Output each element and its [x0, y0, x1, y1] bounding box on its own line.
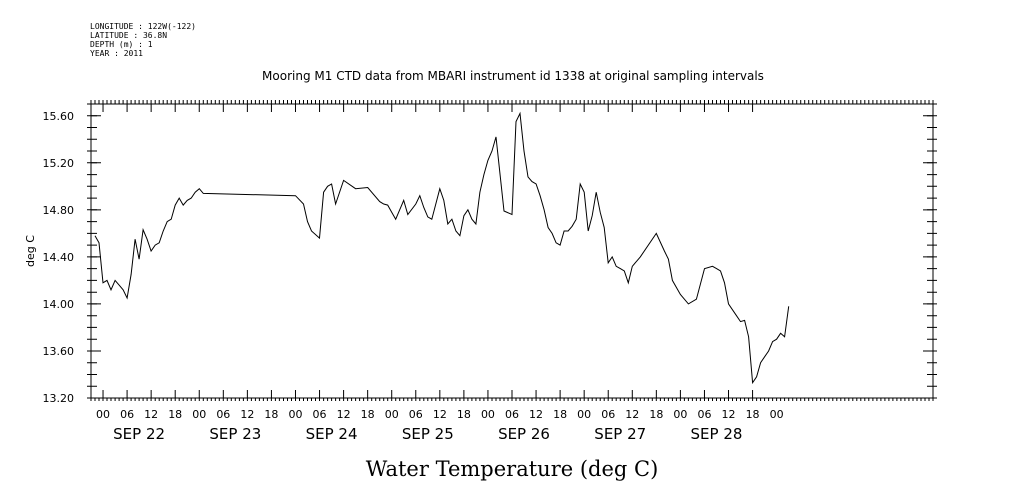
x-hour-tick-label: 18: [746, 408, 760, 421]
x-hour-tick-label: 12: [529, 408, 543, 421]
x-hour-tick-label: 00: [288, 408, 302, 421]
y-tick-label: 13.60: [43, 345, 75, 358]
depth-label: DEPTH (m) : 1: [90, 40, 153, 49]
y-tick-label: 13.20: [43, 392, 75, 405]
series-line: [94, 111, 790, 385]
x-hour-tick-label: 12: [240, 408, 254, 421]
x-day-label: SEP 26: [498, 425, 550, 443]
x-hour-tick-label: 06: [216, 408, 230, 421]
year-label: YEAR : 2011: [90, 49, 143, 58]
x-hour-tick-label: 06: [409, 408, 423, 421]
y-axis-label: deg C: [24, 235, 37, 267]
chart-title: Mooring M1 CTD data from MBARI instrumen…: [262, 69, 764, 83]
x-hour-tick-label: 18: [649, 408, 663, 421]
longitude-label: LONGITUDE : 122W(-122): [90, 22, 196, 31]
x-hour-tick-label: 00: [577, 408, 591, 421]
x-day-label: SEP 24: [306, 425, 358, 443]
x-hour-tick-label: 00: [96, 408, 110, 421]
x-hour-tick-label: 06: [505, 408, 519, 421]
x-hour-tick-label: 00: [673, 408, 687, 421]
x-hour-tick-label: 00: [770, 408, 784, 421]
x-hour-tick-label: 18: [457, 408, 471, 421]
x-hour-tick-label: 06: [313, 408, 327, 421]
x-day-label: SEP 22: [113, 425, 165, 443]
x-hour-tick-label: 12: [433, 408, 447, 421]
latitude-label: LATITUDE : 36.8N: [90, 31, 168, 40]
x-hour-tick-label: 06: [120, 408, 134, 421]
x-hour-tick-label: 12: [144, 408, 158, 421]
x-hour-tick-label: 06: [697, 408, 711, 421]
x-hour-tick-label: 12: [625, 408, 639, 421]
x-hour-tick-label: 18: [264, 408, 278, 421]
x-day-label: SEP 25: [402, 425, 454, 443]
x-hour-tick-label: 12: [337, 408, 351, 421]
x-hour-tick-label: 18: [168, 408, 182, 421]
x-hour-tick-label: 18: [361, 408, 375, 421]
y-tick-label: 15.60: [43, 110, 75, 123]
x-hour-tick-label: 00: [481, 408, 495, 421]
y-tick-label: 14.40: [43, 251, 75, 264]
minor-ticks: [87, 100, 937, 401]
x-hour-tick-label: 00: [385, 408, 399, 421]
x-hour-tick-label: 18: [553, 408, 567, 421]
minor-tick-marks: [87, 100, 937, 401]
plot-frame: [90, 103, 934, 399]
x-hour-tick-label: 00: [192, 408, 206, 421]
y-tick-label: 15.20: [43, 157, 75, 170]
x-hour-tick-label: 06: [601, 408, 615, 421]
x-hour-tick-label: 12: [722, 408, 736, 421]
x-day-label: SEP 27: [594, 425, 646, 443]
x-day-label: SEP 28: [691, 425, 743, 443]
x-axis-label: Water Temperature (deg C): [366, 457, 659, 481]
y-tick-label: 14.80: [43, 204, 75, 217]
x-day-label: SEP 23: [209, 425, 261, 443]
header-metadata: LONGITUDE : 122W(-122) LATITUDE : 36.8N …: [90, 22, 196, 58]
y-tick-label: 14.00: [43, 298, 75, 311]
y-axis: 13.20 13.60 14.00 14.40 14.80 15.20 15.60: [43, 110, 933, 405]
